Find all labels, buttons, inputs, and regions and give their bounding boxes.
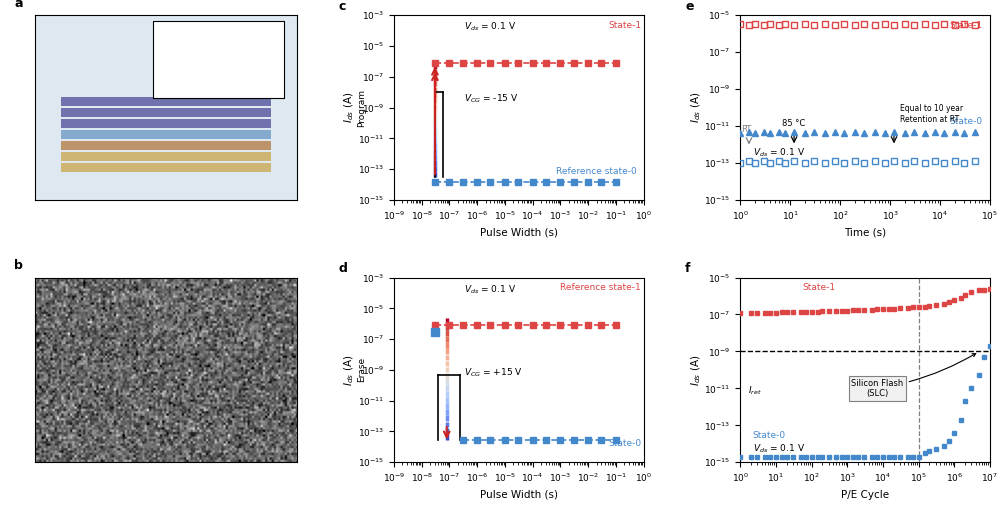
Text: Reference state-1: Reference state-1 — [561, 283, 641, 292]
Bar — [61, 152, 271, 161]
Text: $V_{ds}$ = 0.1 V: $V_{ds}$ = 0.1 V — [753, 147, 805, 160]
Bar — [153, 21, 284, 99]
Text: b: b — [14, 259, 23, 272]
X-axis label: Pulse Width (s): Pulse Width (s) — [479, 228, 558, 238]
Text: 85 °C: 85 °C — [783, 119, 806, 128]
X-axis label: Time (s): Time (s) — [844, 228, 886, 238]
Text: c: c — [339, 0, 347, 13]
Text: RT: RT — [742, 124, 752, 134]
Bar — [61, 108, 271, 117]
Text: $V_{CG}$ = -15 V: $V_{CG}$ = -15 V — [464, 93, 519, 105]
Text: State-0: State-0 — [608, 438, 641, 448]
Text: $V_{ds}$ = 0.1 V: $V_{ds}$ = 0.1 V — [753, 442, 805, 455]
Text: Program: Program — [357, 88, 366, 126]
Text: e: e — [685, 0, 693, 13]
Text: a: a — [14, 0, 23, 10]
Text: $V_{ds}$ = 0.1 V: $V_{ds}$ = 0.1 V — [464, 283, 516, 296]
Bar — [61, 141, 271, 150]
X-axis label: P/E Cycle: P/E Cycle — [841, 490, 889, 500]
Text: $V_{CG}$ = +15 V: $V_{CG}$ = +15 V — [464, 366, 523, 379]
Bar — [61, 119, 271, 128]
Text: $V_{ds}$ = 0.1 V: $V_{ds}$ = 0.1 V — [464, 21, 516, 34]
Y-axis label: $I_{ds}$ (A): $I_{ds}$ (A) — [689, 354, 702, 386]
Bar — [61, 163, 271, 172]
Text: Equal to 10 year
Retention at RT: Equal to 10 year Retention at RT — [899, 104, 963, 123]
Text: State-1: State-1 — [950, 21, 983, 30]
Text: Erase: Erase — [357, 357, 366, 383]
Text: Reference state-0: Reference state-0 — [556, 167, 637, 176]
Y-axis label: $I_{ds}$ (A): $I_{ds}$ (A) — [689, 92, 702, 123]
Y-axis label: $I_{ds}$ (A): $I_{ds}$ (A) — [343, 92, 357, 123]
Text: State-1: State-1 — [608, 21, 641, 30]
Text: d: d — [339, 262, 348, 275]
Text: State-1: State-1 — [803, 283, 836, 293]
Text: f: f — [685, 262, 690, 275]
Text: State-0: State-0 — [753, 431, 786, 440]
X-axis label: Pulse Width (s): Pulse Width (s) — [479, 490, 558, 500]
Text: $I_{ret}$: $I_{ret}$ — [748, 385, 762, 397]
Bar — [61, 97, 271, 106]
Bar — [61, 130, 271, 139]
Text: State-0: State-0 — [950, 117, 983, 126]
Y-axis label: $I_{ds}$ (A): $I_{ds}$ (A) — [343, 354, 357, 386]
Text: Silicon Flash
(SLC): Silicon Flash (SLC) — [851, 354, 976, 398]
